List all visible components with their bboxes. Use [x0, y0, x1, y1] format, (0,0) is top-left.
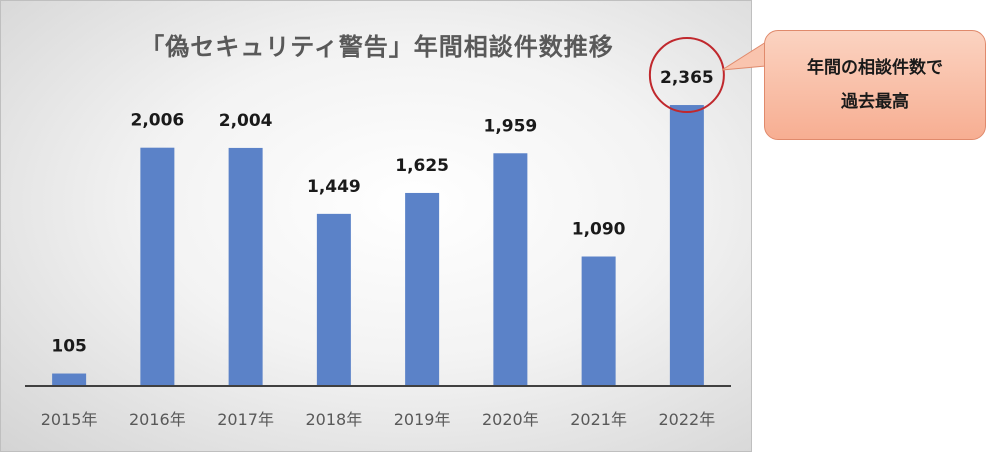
- data-label: 1,090: [572, 220, 626, 240]
- bar-2017年: [228, 147, 263, 386]
- x-tick-label: 2020年: [482, 410, 539, 429]
- callout-box: 年間の相談件数で 過去最高: [764, 30, 986, 140]
- bar-chart: 105 2015年 2,006 2016年 2,004 2017年 1,449 2018年 1,…: [25, 37, 731, 429]
- data-label: 1,449: [307, 177, 361, 197]
- bar-2022年: [669, 105, 704, 387]
- x-tick-label: 2021年: [570, 410, 627, 429]
- data-label: 2,006: [130, 111, 184, 131]
- bar-2016年: [140, 147, 175, 386]
- x-tick-label: 2019年: [394, 410, 451, 429]
- x-tick-label: 2015年: [41, 410, 98, 429]
- callout-line-1: 年間の相談件数で: [807, 58, 943, 78]
- bar-2018年: [316, 213, 351, 386]
- callout-line-2: 過去最高: [841, 92, 909, 112]
- callout-pointer: [722, 41, 767, 71]
- bar-2020年: [493, 153, 528, 386]
- x-tick-label: 2022年: [659, 410, 716, 429]
- bar-2021年: [581, 256, 616, 386]
- data-label: 1,959: [483, 116, 537, 136]
- data-label: 2,365: [660, 68, 714, 88]
- data-label: 2,004: [219, 111, 273, 131]
- bar-2015年: [52, 373, 87, 386]
- bar-2019年: [405, 192, 440, 386]
- chart-panel: 「偽セキュリティ警告」年間相談件数推移 105 2015年 2,006 2016年 2,…: [0, 0, 752, 452]
- highlight-circle: [648, 37, 725, 114]
- x-tick-label: 2016年: [129, 410, 186, 429]
- x-tick-label: 2017年: [217, 410, 274, 429]
- data-label: 1,625: [395, 156, 449, 176]
- data-label: 105: [51, 337, 87, 357]
- x-tick-label: 2018年: [306, 410, 363, 429]
- chart-title: 「偽セキュリティ警告」年間相談件数推移: [140, 33, 614, 61]
